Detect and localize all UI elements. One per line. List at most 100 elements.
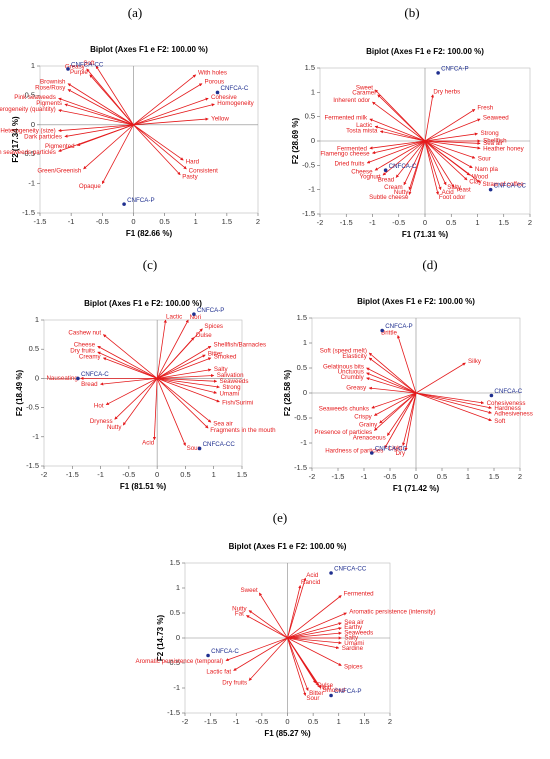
- y-axis-label: F2 (28.69 %): [291, 118, 300, 165]
- loading-vector: [133, 97, 209, 126]
- vector-label: Sweet: [241, 587, 258, 594]
- panel-label: (d): [422, 257, 437, 272]
- vector-label: Dark particles: [24, 134, 62, 141]
- x-tick-label: -1.5: [66, 470, 79, 479]
- loading-vector: [424, 140, 473, 169]
- vector-label: Salty: [344, 635, 359, 642]
- x-tick-label: -0.5: [255, 717, 268, 726]
- vector-label: Wood: [472, 174, 489, 181]
- panel-label: (b): [404, 5, 419, 20]
- vector-label: Nam pla: [475, 166, 499, 173]
- vector-label: Dulse: [196, 332, 212, 339]
- loading-vector: [157, 378, 220, 403]
- vector-label: Dry herbs: [433, 88, 460, 95]
- x-axis-label: F1 (71.42 %): [393, 484, 440, 493]
- loading-vector: [156, 319, 167, 379]
- loading-vector: [415, 392, 485, 405]
- vector-label: With holes: [198, 70, 227, 77]
- x-tick-label: -0.5: [96, 217, 109, 226]
- point-label: CNFCA-P: [441, 66, 469, 73]
- loading-vector: [402, 392, 417, 447]
- x-tick-label: -1: [369, 218, 376, 227]
- loading-vector: [114, 378, 158, 420]
- vector-label: Acid: [142, 439, 155, 446]
- vector-label: Crispy: [354, 414, 372, 421]
- loading-vector: [287, 637, 340, 650]
- y-tick-label: 0: [303, 388, 307, 397]
- observation-point: [489, 393, 494, 398]
- vector-label: Smoked: [214, 354, 237, 361]
- vector-label: Dry: [395, 450, 406, 457]
- vector-label: Bread: [378, 176, 395, 183]
- vector-label: Hardness: [494, 405, 520, 412]
- vector-label: Seaweeds: [344, 629, 373, 636]
- loading-vector: [67, 83, 134, 126]
- vector-label: Fat: [235, 611, 244, 618]
- vector-label: Fermented: [344, 590, 374, 597]
- vector-label: Cohesive: [211, 94, 237, 101]
- loading-vector: [424, 140, 447, 186]
- y-tick-label: -0.5: [302, 160, 315, 169]
- loading-vector: [397, 334, 417, 394]
- loading-vector: [102, 357, 158, 379]
- vector-label: Yellow: [211, 115, 229, 122]
- vector-label: Acid: [442, 189, 455, 196]
- vector-label: Flamengo cheese: [320, 150, 370, 157]
- vector-label: Pigments: [36, 100, 62, 107]
- loading-vector: [248, 610, 288, 639]
- point-label: CNFCA-C: [211, 648, 239, 655]
- loading-vector: [287, 637, 307, 697]
- y-tick-label: -0.5: [22, 149, 35, 158]
- chart-title: Biplot (Axes F1 e F2: 100.00 %): [229, 542, 347, 551]
- vector-label: Soft: [494, 418, 505, 425]
- loading-vector: [133, 124, 187, 170]
- loading-vector: [133, 124, 184, 161]
- loading-vector: [377, 94, 426, 142]
- loading-vector: [287, 584, 302, 639]
- vector-label: Nauseating: [46, 375, 78, 382]
- vector-label: Crumbly: [341, 374, 365, 381]
- loading-vector: [152, 378, 158, 441]
- point-label: CNFCA-CC: [71, 62, 104, 69]
- vector-label: Acid: [306, 572, 319, 579]
- chart-title: Biplot (Axes F1 e F2: 100.00 %): [90, 45, 208, 54]
- vector-label: Lactic: [356, 122, 372, 129]
- vector-label: Fresh: [477, 104, 493, 111]
- y-axis-label: F2 (18.49 %): [15, 370, 24, 417]
- point-label: CNFCA-C: [81, 371, 109, 378]
- vector-label: Spices: [344, 664, 363, 671]
- loading-vector: [366, 140, 426, 164]
- x-tick-label: 0: [414, 472, 418, 481]
- vector-label: Light: [389, 445, 403, 452]
- vector-label: Heterogeneity (quantity): [0, 106, 56, 113]
- loading-vector: [58, 124, 134, 152]
- x-tick-label: 0.5: [159, 217, 169, 226]
- vector-label: Green/Greenish: [37, 168, 82, 175]
- vector-label: Brittle: [381, 329, 397, 336]
- panel-label: (c): [143, 257, 157, 272]
- vector-label: Smoked: [322, 687, 345, 694]
- vector-label: Umami: [344, 640, 364, 647]
- loading-vector: [366, 377, 417, 394]
- x-tick-label: -2: [317, 218, 324, 227]
- biplot: (a)Biplot (Axes F1 e F2: 100.00 %)-1.5 -1…: [0, 5, 260, 238]
- vector-label: Fermented: [337, 145, 367, 152]
- vector-label: Grainy: [359, 422, 378, 429]
- biplot: (e)Biplot (Axes F1 e F2: 100.00 %)-2 -1.5…: [135, 510, 435, 738]
- x-tick-label: 1: [212, 470, 216, 479]
- vector-label: Dry fruits: [222, 679, 247, 686]
- loading-vector: [369, 118, 426, 142]
- loading-vector: [157, 368, 212, 379]
- y-tick-label: 0: [311, 136, 315, 145]
- vector-label: Presence of particles: [314, 429, 372, 436]
- x-tick-label: -1.5: [34, 217, 47, 226]
- y-tick-label: 1.5: [305, 63, 315, 72]
- vector-label: Cohesiveness: [487, 400, 526, 407]
- panel-label: (e): [273, 510, 287, 525]
- y-tick-label: 0.5: [170, 608, 180, 617]
- vector-label: Pasty: [182, 174, 198, 181]
- x-tick-label: 1.5: [359, 717, 369, 726]
- loading-vector: [424, 140, 476, 159]
- x-tick-label: 2: [528, 218, 532, 227]
- loading-vector: [424, 140, 481, 183]
